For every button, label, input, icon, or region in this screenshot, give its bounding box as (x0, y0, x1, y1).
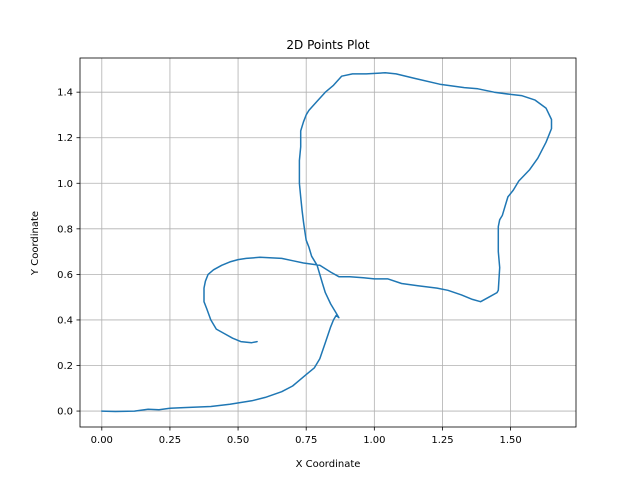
y-tick-label: 1.4 (57, 88, 73, 99)
series-layer (101, 72, 553, 413)
x-tick-label: 1.25 (431, 435, 453, 446)
x-tick-label: 1.00 (363, 435, 385, 446)
x-tick-label: 1.50 (499, 435, 521, 446)
y-tick-label: 0.4 (57, 315, 73, 326)
y-tick-label: 0.0 (57, 407, 73, 418)
plot-frame (79, 57, 577, 428)
y-tick-label: 1.0 (57, 179, 73, 190)
x-tick-label: 0.50 (227, 435, 249, 446)
y-tick-label: 0.2 (57, 361, 73, 372)
y-ticks: 0.0 0.2 0.4 0.6 0.8 1.0 1.2 1.4 (57, 88, 80, 418)
x-ticks: 0.00 0.25 0.50 0.75 1.00 1.25 1.50 (91, 427, 522, 446)
y-tick-label: 0.6 (57, 270, 73, 281)
y-tick-label: 1.2 (57, 133, 73, 144)
y-axis-title: Y Coordinate (30, 211, 41, 276)
series-line (101, 72, 553, 413)
grid-lines (80, 58, 576, 427)
x-tick-label: 0.75 (295, 435, 317, 446)
y-tick-label: 0.8 (57, 224, 73, 235)
x-axis-title: X Coordinate (296, 459, 361, 470)
x-tick-label: 0.25 (159, 435, 181, 446)
chart-title: 2D Points Plot (286, 38, 369, 52)
x-tick-label: 0.00 (91, 435, 113, 446)
